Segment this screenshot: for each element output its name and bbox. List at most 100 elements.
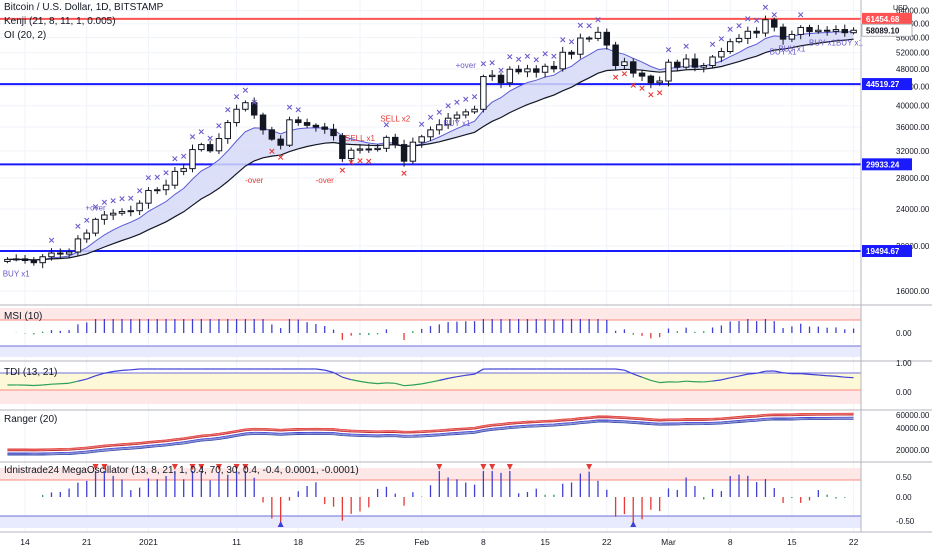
- candle-body: [753, 30, 760, 34]
- signal-x-mark: ×: [726, 25, 734, 35]
- chart-grid: [0, 0, 861, 532]
- candle-body: [12, 258, 20, 261]
- candle-body: [621, 61, 628, 67]
- tdi-segment: [783, 372, 792, 375]
- tdi-segment: [677, 380, 687, 383]
- tdi-segment: [747, 372, 757, 375]
- signal-x-mark: ×: [162, 168, 170, 178]
- candlesticks[interactable]: [4, 15, 857, 269]
- candle-body: [101, 214, 108, 220]
- signal-x-mark: ×: [48, 236, 56, 246]
- x-tick-label: 2021: [139, 537, 158, 547]
- signal-x-mark: ×: [682, 42, 690, 52]
- signal-x-mark: ×: [383, 121, 391, 131]
- signal-x-mark: ×: [568, 37, 576, 47]
- signal-x-mark: ×: [118, 195, 126, 205]
- signal-x-mark: ×: [480, 60, 488, 70]
- ranger-pane-title: Ranger (20): [4, 414, 58, 425]
- candle-body: [400, 144, 408, 162]
- candle-body: [356, 148, 364, 151]
- y-tick-label: 36000.00: [896, 123, 930, 132]
- mega-sell-arrow: [215, 464, 222, 470]
- signal-x-mark: ×: [268, 147, 276, 157]
- tdi-segment: [738, 373, 748, 377]
- signal-x-mark: ×: [541, 49, 549, 59]
- tdi-segment: [624, 369, 634, 375]
- candle-body: [779, 26, 787, 40]
- signal-x-mark: ×: [577, 21, 585, 31]
- signal-x-mark: ×: [436, 108, 444, 118]
- signal-x-mark: ×: [101, 198, 109, 208]
- candle-body: [665, 61, 672, 82]
- level-price-label: 44519.27: [866, 80, 900, 89]
- price-levels: [0, 17, 861, 253]
- candle-body: [806, 26, 813, 33]
- tdi-segment: [730, 375, 740, 379]
- signal-x-mark: ×: [444, 101, 452, 111]
- kenji-indicator-label: Kenji (21, 8, 11, 1, 0.005): [4, 16, 116, 27]
- signal-x-mark: ×: [136, 186, 144, 196]
- tdi-segment: [474, 368, 484, 375]
- candle-body: [541, 65, 549, 73]
- mega-sell-arrow: [189, 464, 196, 470]
- candle-body: [198, 144, 205, 151]
- candle-body: [718, 50, 725, 58]
- signal-x-mark: ×: [550, 52, 558, 62]
- tdi-pane-title: TDI (13, 21): [4, 367, 58, 378]
- y-tick-label: 44000.00: [896, 82, 930, 91]
- level-price-tag: [862, 158, 912, 171]
- ranger-line: [7, 418, 854, 456]
- candle-body: [559, 51, 566, 70]
- tdi-segment: [448, 376, 458, 379]
- candle-body: [171, 170, 179, 186]
- tdi-segment: [359, 380, 369, 384]
- signal-x-mark: ×: [418, 120, 426, 130]
- candle-body: [744, 30, 752, 39]
- tdi-segment: [641, 376, 652, 381]
- tdi-segment: [404, 384, 413, 387]
- candle-body: [533, 68, 540, 73]
- candle-body: [303, 122, 311, 126]
- signal-label: -over: [245, 176, 264, 185]
- mega-sell-arrow: [506, 464, 513, 470]
- ranger-lines: [7, 412, 854, 456]
- signal-label: BUY x1: [778, 44, 806, 53]
- candle-body: [832, 29, 840, 32]
- candle-body: [374, 147, 381, 151]
- y-tick-label: 48000.00: [896, 65, 930, 74]
- y-tick-label: 60000.00: [896, 20, 930, 29]
- signal-label: SELL x1: [345, 134, 375, 143]
- candle-body: [709, 56, 716, 67]
- signal-x-mark: ×: [629, 81, 637, 91]
- signal-x-mark: ×: [206, 134, 214, 144]
- y-tick-label: 24000.00: [896, 205, 930, 214]
- candle-body: [145, 189, 152, 204]
- tdi-segment: [60, 382, 70, 385]
- signal-label: +over: [456, 61, 477, 70]
- mega-sell-arrow: [480, 464, 487, 470]
- candle-body: [638, 72, 646, 77]
- candle-body: [427, 129, 434, 138]
- signal-x-mark: ×: [797, 11, 805, 21]
- signal-label: BUY x1: [443, 119, 471, 128]
- candle-body: [726, 41, 734, 52]
- tdi-segment: [756, 370, 766, 374]
- tdi-segment: [809, 373, 819, 376]
- candle-body: [250, 102, 258, 116]
- candle-body: [506, 68, 514, 84]
- tdi-segment: [77, 378, 87, 382]
- signal-x-mark: ×: [356, 157, 364, 167]
- tdi-segment: [835, 375, 845, 378]
- msi-histogram: [15, 319, 855, 340]
- tdi-segment: [315, 368, 325, 371]
- candle-body: [480, 76, 487, 110]
- candle-body: [330, 128, 337, 137]
- x-tick-label: 11: [232, 537, 241, 547]
- tdi-segment: [430, 379, 440, 383]
- candle-body: [206, 144, 214, 152]
- y-tick-label: 16000.00: [896, 287, 930, 296]
- signal-x-mark: ×: [145, 174, 153, 184]
- signal-x-mark: ×: [83, 216, 91, 226]
- candle-body: [674, 61, 681, 68]
